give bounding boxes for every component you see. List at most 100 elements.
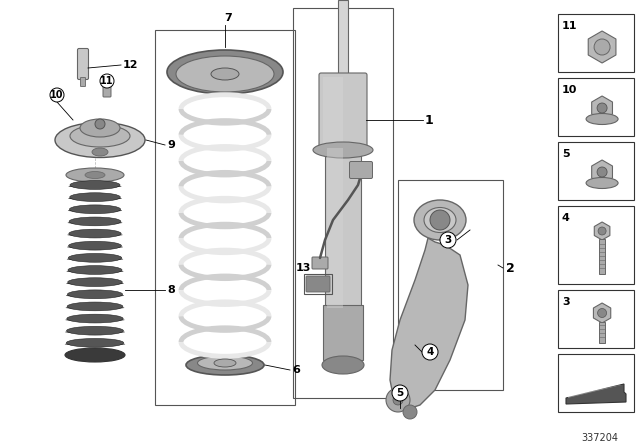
Ellipse shape	[92, 148, 108, 156]
Text: 6: 6	[292, 365, 300, 375]
Circle shape	[100, 74, 114, 88]
FancyBboxPatch shape	[558, 14, 634, 72]
Ellipse shape	[66, 168, 124, 182]
Ellipse shape	[65, 348, 125, 362]
Ellipse shape	[414, 200, 466, 240]
Ellipse shape	[586, 113, 618, 125]
Text: 13: 13	[295, 263, 310, 273]
FancyBboxPatch shape	[323, 77, 343, 148]
Text: 11: 11	[562, 21, 577, 31]
Text: 9: 9	[167, 140, 175, 150]
Text: 337204: 337204	[582, 433, 618, 443]
Text: 2: 2	[506, 262, 515, 275]
FancyBboxPatch shape	[306, 276, 330, 292]
Ellipse shape	[67, 290, 123, 299]
Ellipse shape	[68, 254, 122, 262]
Circle shape	[392, 385, 408, 401]
Circle shape	[386, 388, 410, 412]
Circle shape	[594, 39, 610, 55]
Text: 5: 5	[562, 149, 570, 159]
Ellipse shape	[85, 172, 105, 178]
Polygon shape	[592, 96, 612, 120]
Circle shape	[598, 227, 606, 235]
Ellipse shape	[70, 193, 120, 202]
Ellipse shape	[69, 229, 121, 238]
Ellipse shape	[66, 282, 124, 285]
Text: 12: 12	[123, 60, 138, 70]
Ellipse shape	[586, 177, 618, 189]
Polygon shape	[595, 222, 610, 240]
Ellipse shape	[68, 185, 122, 188]
Ellipse shape	[67, 302, 123, 311]
Circle shape	[95, 119, 105, 129]
Ellipse shape	[65, 331, 125, 334]
Text: 1: 1	[425, 113, 434, 126]
Ellipse shape	[66, 306, 124, 309]
Polygon shape	[566, 384, 626, 404]
Ellipse shape	[424, 207, 456, 233]
FancyBboxPatch shape	[558, 354, 634, 412]
Ellipse shape	[214, 359, 236, 367]
Text: 5: 5	[396, 388, 404, 398]
FancyBboxPatch shape	[558, 206, 634, 284]
Ellipse shape	[67, 326, 124, 335]
Ellipse shape	[67, 270, 124, 273]
Polygon shape	[592, 160, 612, 184]
Ellipse shape	[167, 50, 283, 94]
Ellipse shape	[211, 68, 239, 80]
Text: 3: 3	[562, 297, 570, 307]
Ellipse shape	[68, 266, 122, 274]
Text: 7: 7	[224, 13, 232, 23]
FancyBboxPatch shape	[312, 257, 328, 269]
Ellipse shape	[67, 233, 123, 237]
Text: 11: 11	[100, 76, 114, 86]
FancyBboxPatch shape	[338, 0, 348, 80]
FancyBboxPatch shape	[558, 78, 634, 136]
Ellipse shape	[67, 314, 123, 323]
Circle shape	[430, 210, 450, 230]
Ellipse shape	[69, 217, 121, 226]
Ellipse shape	[322, 356, 364, 374]
Circle shape	[50, 88, 64, 102]
Circle shape	[440, 232, 456, 248]
FancyBboxPatch shape	[599, 239, 605, 274]
Ellipse shape	[65, 343, 125, 346]
Circle shape	[393, 395, 403, 405]
Polygon shape	[390, 238, 468, 410]
Circle shape	[597, 103, 607, 113]
Ellipse shape	[176, 56, 274, 92]
Ellipse shape	[198, 356, 253, 370]
Ellipse shape	[66, 294, 124, 297]
Ellipse shape	[68, 241, 122, 250]
FancyBboxPatch shape	[77, 48, 88, 79]
Ellipse shape	[70, 125, 130, 147]
Ellipse shape	[67, 339, 124, 347]
Polygon shape	[588, 31, 616, 63]
Ellipse shape	[313, 142, 373, 158]
Circle shape	[422, 344, 438, 360]
Polygon shape	[593, 303, 611, 323]
Ellipse shape	[68, 278, 122, 287]
Polygon shape	[568, 385, 622, 398]
FancyBboxPatch shape	[558, 142, 634, 200]
Ellipse shape	[68, 209, 122, 212]
Ellipse shape	[68, 221, 122, 224]
Circle shape	[597, 167, 607, 177]
FancyBboxPatch shape	[599, 322, 605, 343]
Text: 10: 10	[562, 85, 577, 95]
Ellipse shape	[65, 319, 125, 321]
Text: 4: 4	[562, 213, 570, 223]
FancyBboxPatch shape	[325, 148, 361, 308]
Ellipse shape	[68, 197, 122, 200]
FancyBboxPatch shape	[319, 73, 367, 152]
FancyBboxPatch shape	[327, 148, 343, 308]
Text: 10: 10	[51, 90, 64, 100]
Ellipse shape	[80, 119, 120, 137]
Text: 8: 8	[167, 285, 175, 295]
Ellipse shape	[67, 246, 123, 249]
Ellipse shape	[592, 40, 612, 50]
FancyBboxPatch shape	[349, 161, 372, 178]
FancyBboxPatch shape	[81, 78, 86, 86]
Ellipse shape	[186, 355, 264, 375]
Text: 4: 4	[426, 347, 434, 357]
